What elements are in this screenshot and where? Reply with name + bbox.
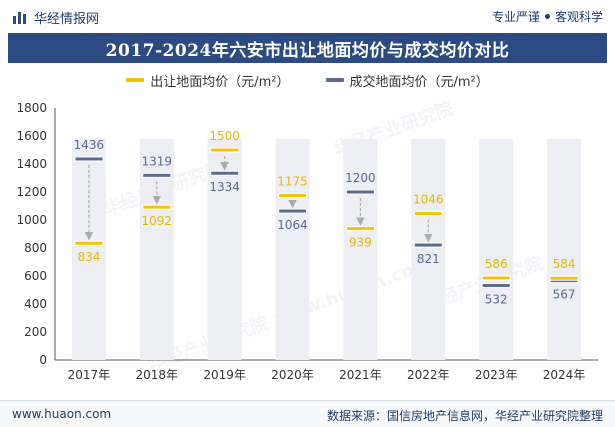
- x-tick-label: 2019年: [203, 368, 246, 382]
- deal-price-label: 821: [417, 252, 440, 266]
- deal-price-label: 1064: [277, 218, 308, 232]
- deal-price-label: 567: [553, 288, 576, 302]
- land-price-label: 834: [77, 250, 100, 264]
- separator-dot-icon: [544, 14, 550, 19]
- category-column: [547, 138, 582, 360]
- y-tick-label: 1600: [16, 129, 47, 143]
- deal-price-marker: [210, 170, 240, 176]
- footer: www.huaon.com 数据来源：国信房地产信息网，华经产业研究院整理: [0, 400, 615, 427]
- legend-item-land-price: 出让地面均价（元/m²）: [126, 71, 290, 90]
- land-price-marker: [345, 226, 375, 232]
- x-tick-label: 2023年: [475, 368, 518, 382]
- category-column: [411, 138, 446, 360]
- land-price-marker: [210, 147, 240, 153]
- category-column: [139, 138, 174, 360]
- footer-source: 数据来源：国信房地产信息网，华经产业研究院整理: [326, 409, 603, 423]
- legend-label-deal: 成交地面均价（元/m²）: [349, 74, 489, 90]
- deal-price-label: 1334: [209, 180, 240, 194]
- y-tick-label: 600: [24, 269, 47, 283]
- land-price-marker: [549, 275, 579, 281]
- deal-price-marker: [481, 283, 511, 289]
- land-price-label: 1046: [413, 193, 444, 207]
- land-price-marker: [278, 193, 308, 198]
- deal-price-marker: [413, 242, 443, 248]
- land-price-label: 939: [349, 236, 372, 250]
- x-tick-label: 2017年: [68, 368, 111, 382]
- y-tick-label: 1200: [16, 185, 47, 199]
- header-strip: 华经情报网 专业严谨 客观科学: [0, 0, 615, 32]
- land-price-marker: [481, 275, 511, 281]
- deal-price-marker: [345, 189, 375, 195]
- brand-name: 华经情报网: [34, 11, 100, 27]
- chart-title: 2017-2024年六安市出让地面均价与成交均价对比: [8, 33, 607, 63]
- deal-price-label: 1319: [142, 154, 173, 168]
- legend-swatch-land-icon: [126, 78, 145, 82]
- brand: 华经情报网: [12, 8, 100, 27]
- y-tick-label: 0: [39, 353, 47, 367]
- x-tick-label: 2020年: [271, 368, 314, 382]
- legend-label-land: 出让地面均价（元/m²）: [150, 74, 290, 90]
- y-tick-label: 200: [24, 325, 47, 339]
- y-tick-label: 400: [24, 297, 47, 311]
- x-tick-label: 2018年: [136, 368, 179, 382]
- deal-price-marker: [278, 208, 308, 214]
- x-tick-label: 2022年: [407, 368, 450, 382]
- deal-price-marker: [74, 156, 104, 162]
- y-tick-label: 1000: [16, 213, 47, 227]
- category-column: [479, 138, 514, 360]
- land-price-label: 1500: [209, 129, 240, 143]
- slogan-left: 专业严谨: [491, 10, 540, 24]
- legend-item-deal-price: 成交地面均价（元/m²）: [325, 71, 489, 90]
- category-column: [343, 138, 378, 360]
- land-price-label: 1092: [142, 214, 173, 228]
- land-price-marker: [74, 240, 104, 246]
- deal-price-label: 1200: [345, 171, 376, 185]
- y-tick-label: 1400: [16, 157, 47, 171]
- slogan: 专业严谨 客观科学: [492, 8, 603, 25]
- deal-price-marker: [142, 172, 172, 178]
- deal-price-label: 532: [485, 293, 508, 307]
- x-tick-label: 2024年: [543, 368, 586, 382]
- y-tick-label: 1800: [16, 101, 47, 115]
- x-tick-label: 2021年: [339, 368, 382, 382]
- slogan-right: 客观科学: [554, 10, 603, 24]
- category-column: [275, 138, 310, 360]
- y-tick-label: 800: [24, 241, 47, 255]
- footer-site: www.huaon.com: [12, 407, 112, 421]
- deal-price-label: 1436: [74, 138, 105, 152]
- land-price-marker: [142, 204, 172, 210]
- chart-legend: 出让地面均价（元/m²） 成交地面均价（元/m²）: [0, 70, 615, 90]
- land-price-label: 1175: [277, 175, 308, 189]
- land-price-marker: [413, 211, 443, 217]
- land-price-label: 586: [485, 257, 508, 271]
- bar-chart-logo-icon: [13, 12, 26, 24]
- chart-plot: 0 200 400 600 800 1000 1200 1400 1600 1800 834 1436…: [16, 101, 598, 382]
- legend-swatch-deal-icon: [325, 78, 344, 82]
- land-price-label: 584: [553, 257, 576, 271]
